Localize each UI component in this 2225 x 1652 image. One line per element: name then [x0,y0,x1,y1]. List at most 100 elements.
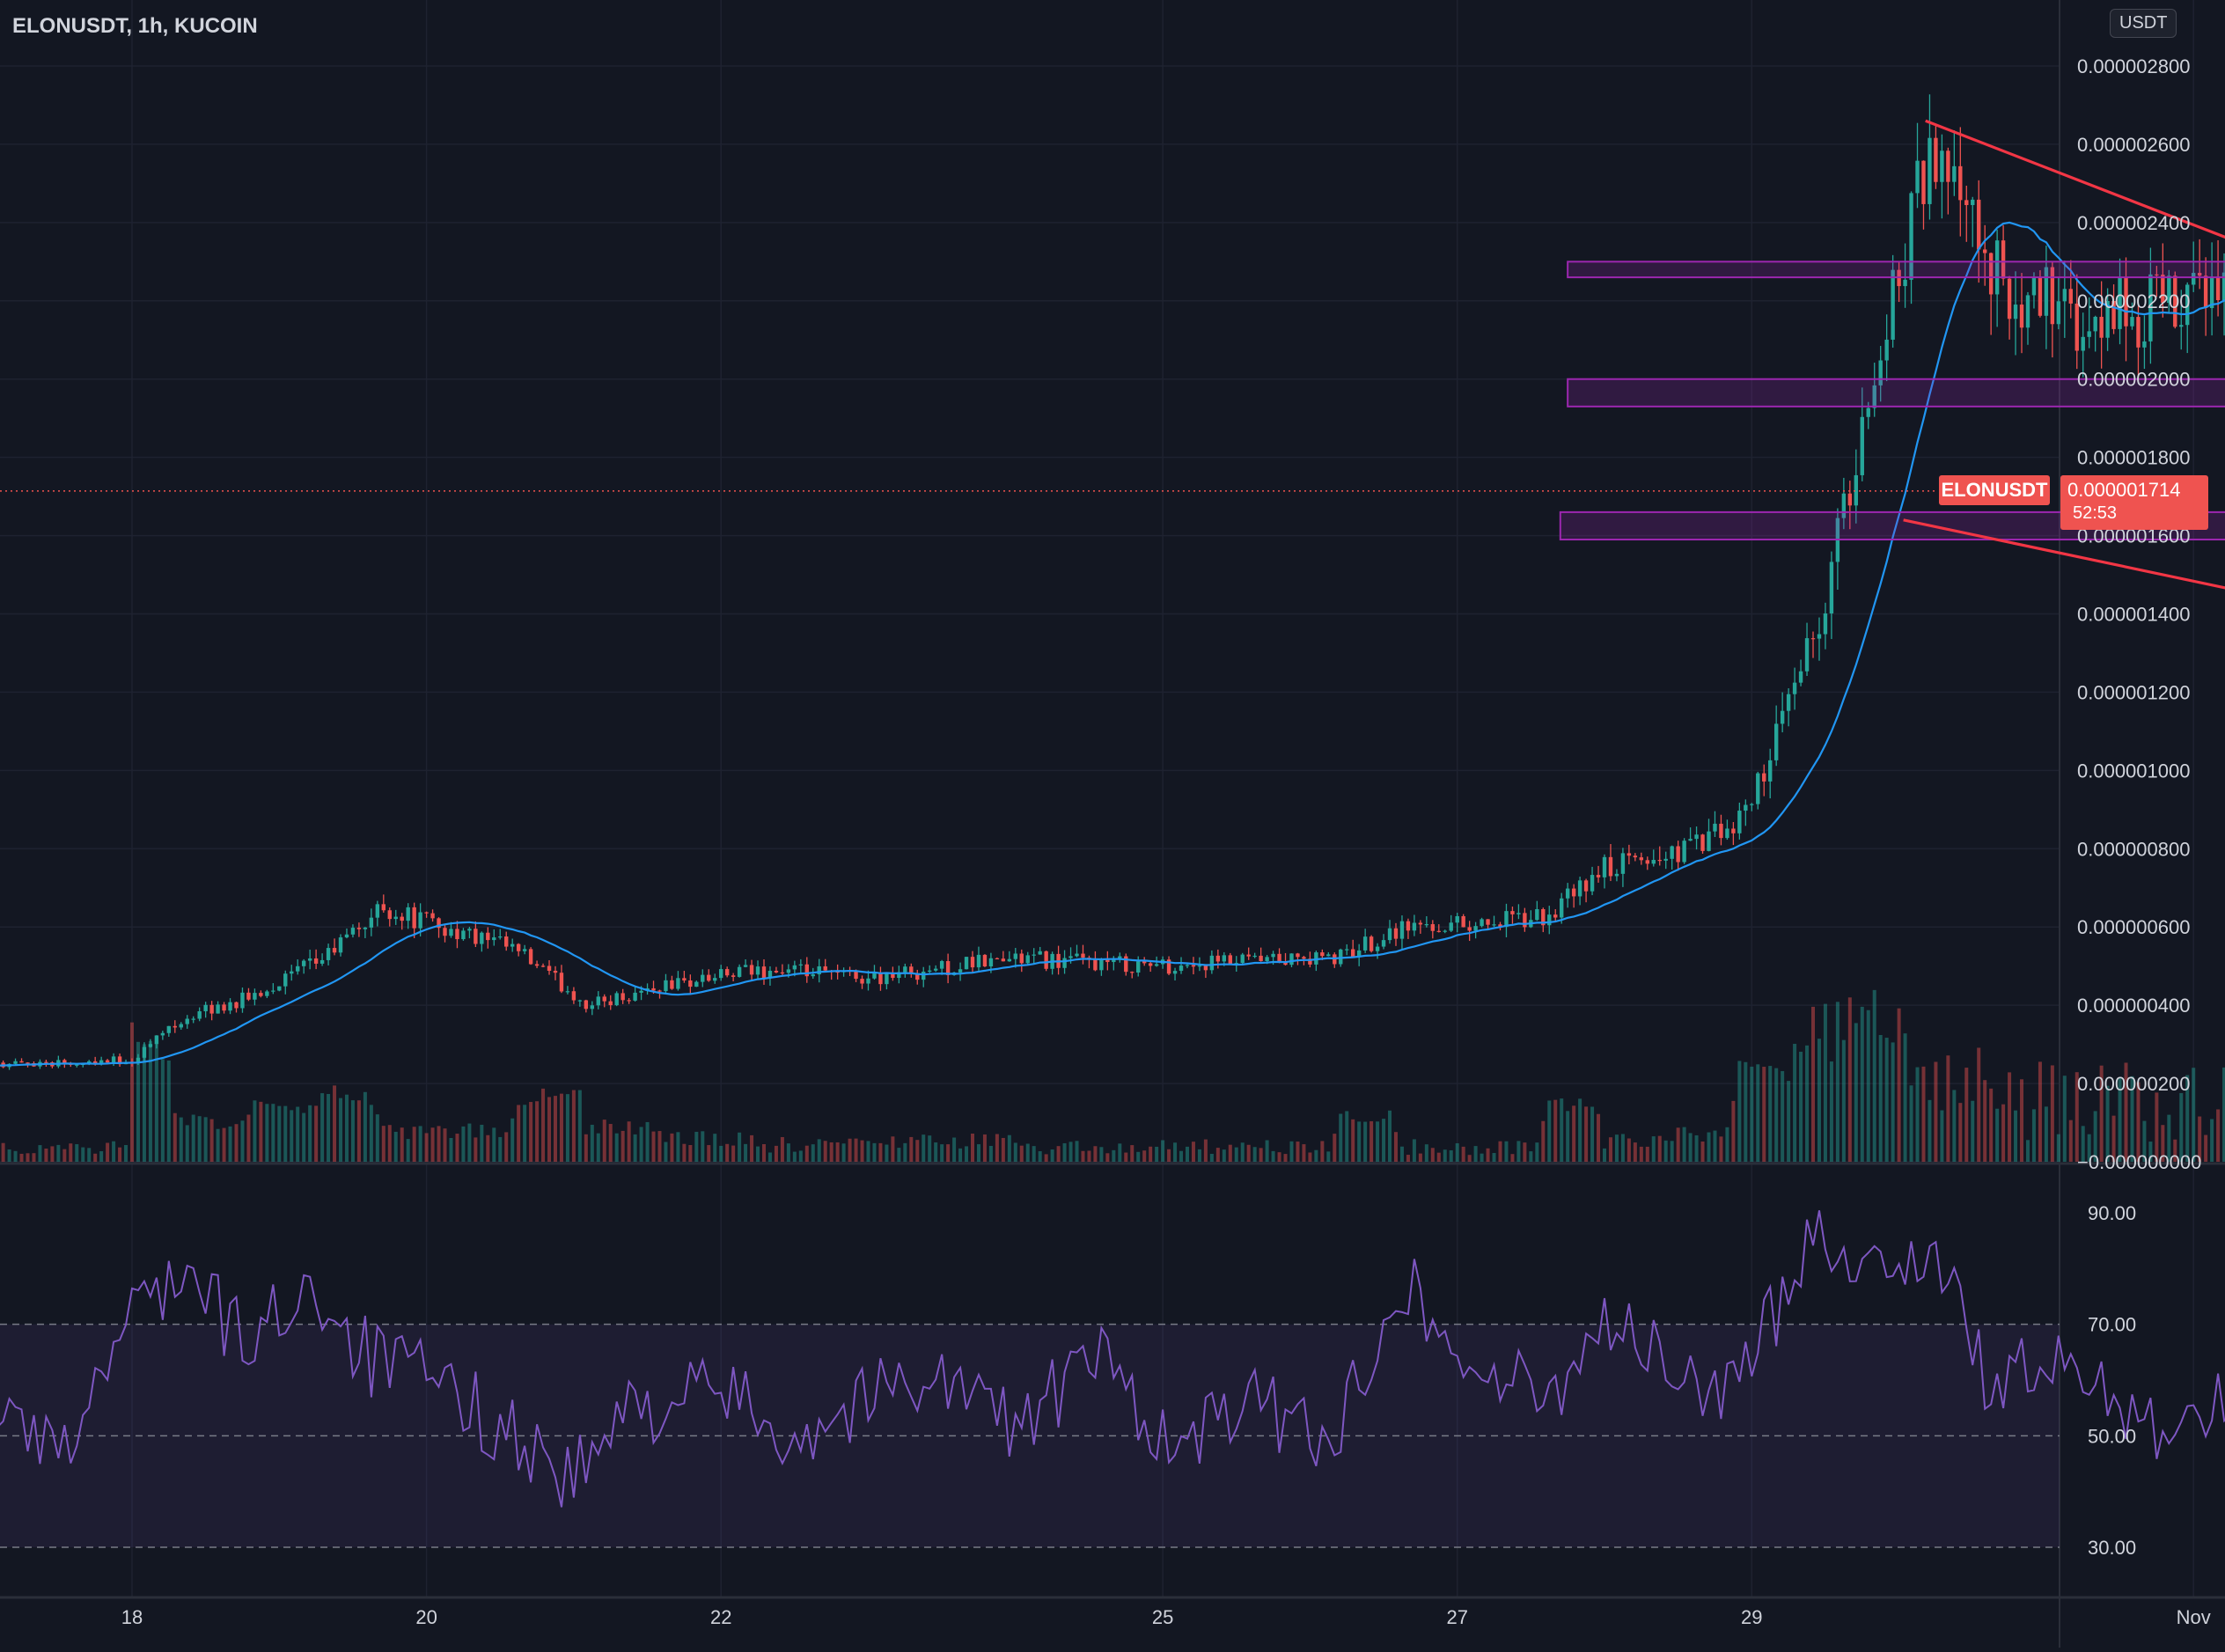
candle-body [922,971,926,980]
candle-body [1596,875,1601,877]
candle-body [350,928,356,935]
candle-body [590,1005,595,1010]
candle [240,988,245,1013]
volume-bar [1112,1149,1116,1162]
volume-bar [2148,1142,2153,1162]
volume-bar [940,1144,944,1162]
candle [928,965,932,973]
volume-bar [32,1153,36,1162]
volume-bar [657,1131,662,1162]
candle [798,958,804,973]
volume-bar [1952,1090,1957,1162]
candle-body [1977,199,1981,250]
volume-bar [1068,1142,1073,1162]
candle [1044,951,1048,972]
volume-bar [1713,1130,1717,1162]
volume-bar [449,1137,453,1162]
candle-body [958,969,963,973]
volume-bar [725,1143,730,1162]
volume-bar [356,1100,361,1162]
candle-body [516,943,521,951]
volume-bar [1302,1144,1306,1162]
candle-body [44,1061,48,1063]
candle [1958,127,1963,237]
price-axis-label: 0.000000600 [2077,916,2190,938]
candle-body [228,1002,232,1011]
candle [528,947,533,966]
support-resistance-zone [1567,378,2225,407]
volume-bar [2136,1082,2141,1162]
price-axis-label: 0.000001400 [2077,604,2190,626]
volume-bar [69,1143,73,1162]
candle-body [577,1000,583,1002]
volume-bar [480,1124,484,1162]
volume-bar [835,1142,840,1162]
volume-bar [461,1126,466,1162]
candle-body [1179,966,1184,972]
candle-body [437,918,441,929]
candle-body [1903,279,1907,287]
candle-body [1971,199,1975,205]
candle-body [1982,249,1987,253]
candle [412,902,416,938]
volume-bar [780,1136,784,1162]
candle [2056,277,2061,330]
candle-body [2142,341,2147,348]
candle-body [1940,151,1944,182]
trendline [1903,518,2225,590]
candle-body [480,932,484,944]
volume-bar [99,1151,104,1162]
candle-body [191,1018,195,1020]
volume-bar [1590,1106,1595,1162]
candle-body [1461,915,1465,928]
candle [621,988,625,1004]
candle-body [2215,276,2221,301]
volume-bar [1283,1154,1288,1162]
volume-bar [995,1134,999,1162]
candle [455,921,459,949]
candle-body [259,993,263,996]
volume-bar [1946,1055,1950,1162]
volume-bar [1670,1141,1674,1162]
candle [1847,481,1853,530]
volume-bar [2173,1139,2177,1162]
candle-body [2118,276,2122,329]
candle-body [1651,860,1656,864]
candle [313,949,319,970]
candle [1952,129,1957,196]
candle-body [688,980,693,988]
candle [565,986,570,995]
candle-body [1081,953,1085,958]
volume-bar [1663,1140,1668,1162]
volume-bar [1215,1148,1220,1162]
candle [1259,947,1263,962]
candle-body [1326,954,1331,957]
candle-body [1038,951,1042,955]
candle [467,927,472,939]
volume-bar [1118,1143,1122,1162]
currency-badge[interactable]: USDT [2110,9,2177,38]
candle [1375,943,1380,959]
candle [363,927,368,938]
candle-body [1369,936,1374,951]
candle [885,973,889,990]
candle-body [449,929,453,936]
volume-bar [1296,1142,1300,1162]
candle-body [209,1004,214,1014]
volume-bar [2008,1072,2012,1162]
volume-bar [1651,1136,1656,1162]
candle [995,957,1000,960]
candle-body [823,966,827,971]
volume-bar [1989,1088,1994,1162]
candle-body [430,913,435,919]
candle [2142,315,2147,370]
candle [1443,929,1447,934]
candle [191,1016,195,1024]
price-axis-label: −0.000000000 [2077,1151,2201,1173]
volume-bar [988,1145,993,1162]
volume-bar [1124,1152,1128,1162]
volume-bar [1578,1098,1582,1162]
volume-bar [817,1139,821,1162]
